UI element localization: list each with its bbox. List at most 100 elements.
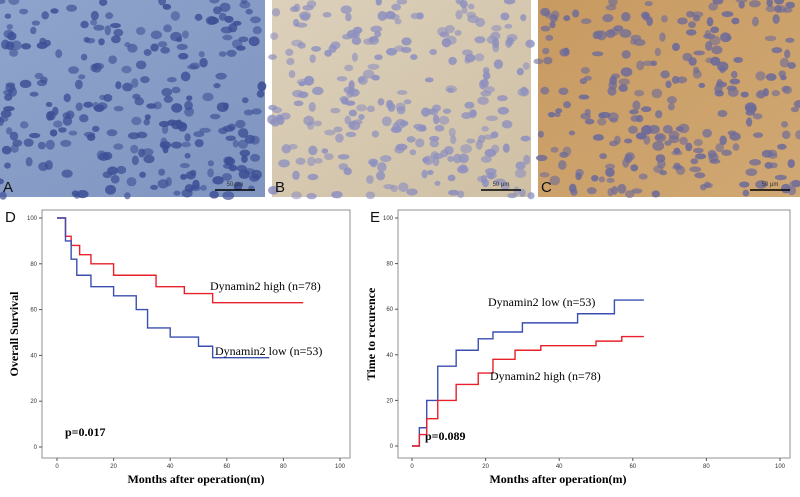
nucleus (568, 130, 576, 136)
nucleus (540, 25, 551, 32)
x-tick-label: 100 (775, 464, 786, 470)
nucleus (198, 51, 205, 58)
nucleus (213, 6, 222, 15)
nucleus (450, 135, 457, 145)
nucleus (28, 132, 41, 139)
nucleus (671, 150, 683, 156)
nucleus (237, 128, 249, 138)
nucleus (192, 179, 200, 190)
nucleus (771, 47, 783, 54)
nucleus (693, 147, 704, 154)
nucleus (25, 156, 33, 167)
nucleus (98, 152, 109, 161)
nucleus (386, 47, 398, 56)
nucleus (9, 49, 19, 57)
nucleus (219, 2, 231, 12)
y-tick-label: 20 (30, 399, 37, 405)
nucleus (632, 100, 641, 111)
nucleus (193, 131, 205, 138)
nucleus (447, 174, 456, 182)
nucleus (745, 168, 758, 176)
nucleus (31, 20, 41, 26)
nucleus (85, 37, 96, 44)
nucleus (755, 180, 768, 189)
nucleus (140, 76, 150, 84)
nucleus (655, 110, 663, 119)
nucleus (466, 138, 476, 144)
nucleus (651, 88, 663, 99)
nucleus (749, 159, 761, 166)
y-tick-label: 40 (30, 353, 37, 359)
nucleus (527, 192, 535, 200)
x-tick-label: 40 (167, 464, 174, 470)
nucleus (507, 192, 517, 199)
nucleus (344, 115, 352, 125)
nucleus (432, 114, 440, 125)
nucleus (271, 106, 283, 114)
nucleus (238, 139, 249, 149)
x-tick-label: 80 (280, 464, 287, 470)
nucleus (733, 56, 744, 63)
nucleus (173, 190, 181, 196)
nucleus (717, 109, 728, 118)
nucleus (109, 23, 121, 29)
nucleus (93, 104, 105, 112)
nucleus (454, 29, 462, 36)
nucleus (665, 80, 672, 89)
nucleus (455, 9, 463, 20)
nucleus (742, 189, 750, 197)
nucleus (729, 132, 741, 141)
nucleus (365, 191, 376, 200)
nucleus (171, 86, 181, 94)
nucleus (486, 115, 499, 122)
nucleus (345, 13, 352, 22)
nucleus (729, 78, 741, 85)
nucleus (597, 118, 607, 126)
panel-label: D (5, 209, 16, 226)
nucleus (448, 127, 456, 138)
nucleus (479, 79, 486, 90)
nucleus (607, 187, 614, 197)
nucleus (502, 143, 510, 153)
nucleus (9, 131, 19, 141)
y-tick-label: 100 (27, 216, 38, 222)
nucleus (175, 119, 183, 130)
nucleus (248, 174, 260, 182)
scale-bar-label: 50 μm (493, 182, 510, 188)
nucleus (105, 184, 117, 195)
nucleus (65, 110, 75, 119)
nucleus (45, 139, 55, 150)
nucleus (755, 71, 766, 81)
nucleus (621, 50, 631, 59)
nucleus (293, 100, 304, 107)
nucleus (446, 35, 457, 45)
nucleus (121, 65, 132, 74)
nucleus (374, 30, 382, 38)
nucleus (44, 160, 53, 171)
nucleus (307, 173, 319, 181)
nucleus (563, 15, 571, 22)
nucleus (491, 24, 502, 32)
nucleus (251, 108, 262, 115)
nucleus (481, 125, 489, 132)
nucleus (150, 30, 162, 40)
nucleus (563, 101, 572, 109)
nucleus (636, 60, 645, 71)
nucleus (292, 89, 304, 98)
nucleus (209, 0, 220, 4)
nucleus (233, 181, 243, 191)
nucleus (559, 48, 570, 57)
nucleus (158, 168, 166, 176)
nucleus (115, 81, 122, 90)
series-label: Dynamin2 high (n=78) (210, 279, 321, 293)
y-tick-label: 40 (386, 353, 393, 359)
nucleus (710, 56, 721, 66)
nucleus (464, 58, 471, 64)
nucleus (181, 189, 193, 198)
nucleus (383, 183, 395, 190)
nucleus (363, 38, 374, 45)
x-tick-label: 100 (335, 464, 346, 470)
nucleus (390, 126, 402, 134)
nucleus (630, 115, 640, 122)
nucleus (5, 127, 13, 135)
